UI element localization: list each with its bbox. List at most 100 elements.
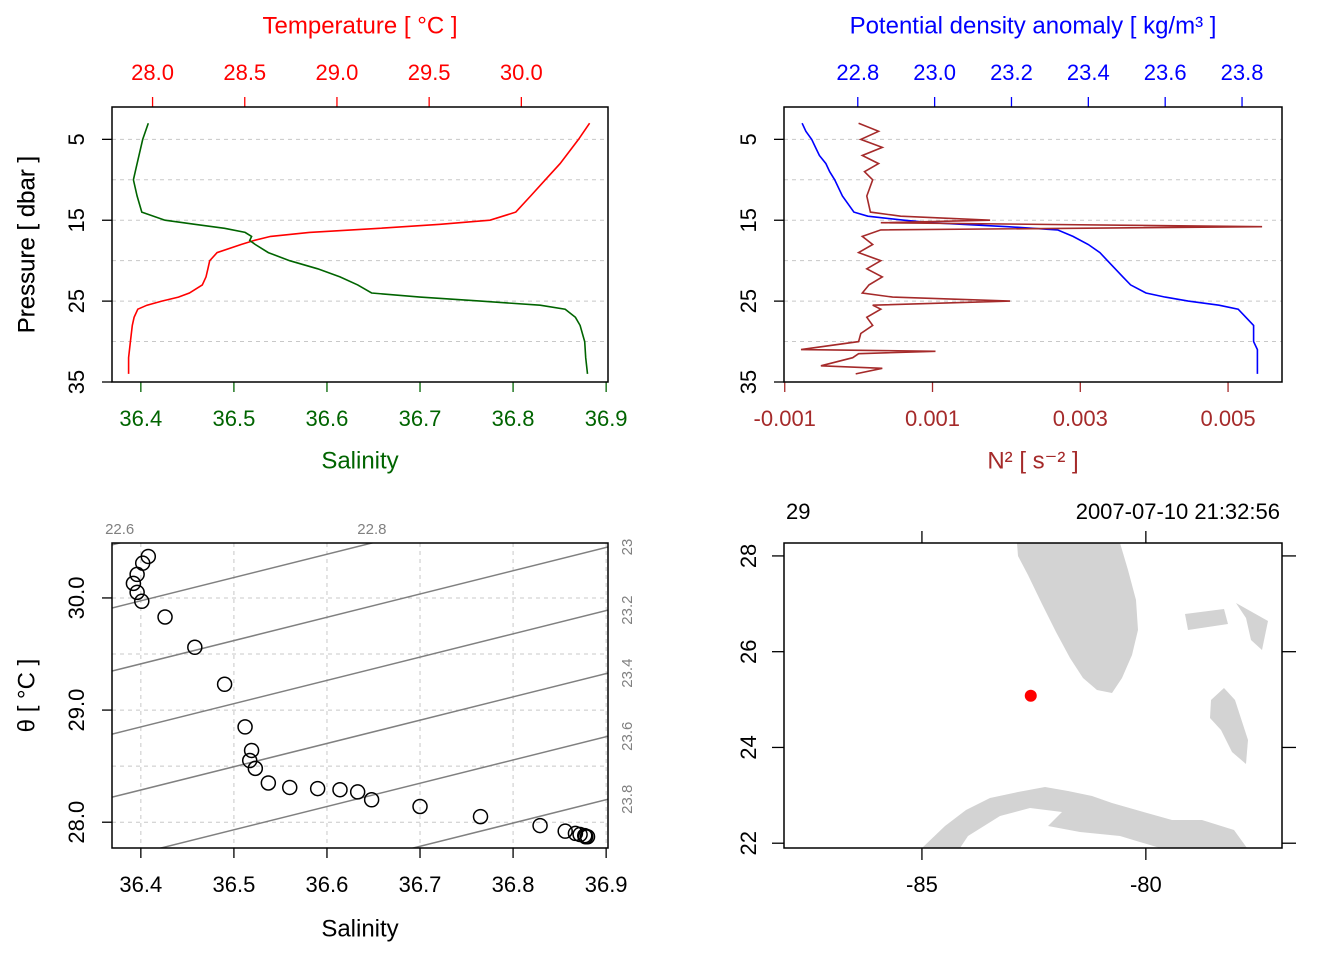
isopycnal xyxy=(410,798,608,848)
x-tick-label: 30.0 xyxy=(500,60,543,85)
ts-point xyxy=(363,792,380,808)
isopycnal-label: 23 xyxy=(619,539,636,556)
ts-point xyxy=(125,575,142,592)
x-tick-label: 29.0 xyxy=(316,60,359,85)
isopycnal xyxy=(112,672,608,798)
y-tick-label: 26 xyxy=(736,639,761,663)
y-tick-label: 15 xyxy=(64,208,89,232)
y-tick-label: 30.0 xyxy=(64,577,89,620)
plot-frame xyxy=(111,542,609,849)
land-bahamas xyxy=(1185,609,1228,630)
y-tick-label: 5 xyxy=(64,133,89,145)
profile-line xyxy=(800,122,1263,375)
land-andros xyxy=(1210,688,1248,764)
ts-point xyxy=(157,609,173,625)
x-tick-label: 0.005 xyxy=(1201,406,1256,431)
isopycnal-label: 23.4 xyxy=(619,659,636,688)
x-tick-label: 23.2 xyxy=(990,60,1033,85)
x-axis-label: N² [ s⁻² ] xyxy=(987,447,1078,474)
ts-point xyxy=(247,760,264,777)
profile-line xyxy=(127,122,591,374)
y-tick-label: 24 xyxy=(736,735,761,759)
x-tick-label: 36.7 xyxy=(399,872,442,897)
x-tick-label: -80 xyxy=(1130,872,1162,897)
ts-point xyxy=(260,775,277,791)
isopycnal-label: 23.8 xyxy=(619,785,636,814)
ts-point xyxy=(532,817,548,834)
x-tick-label: 23.4 xyxy=(1067,60,1110,85)
y-tick-label: 35 xyxy=(736,370,761,394)
ts-point xyxy=(243,742,260,759)
x-tick-label: 36.8 xyxy=(492,872,535,897)
x-tick-label: 0.003 xyxy=(1053,406,1108,431)
y-tick-label: 15 xyxy=(736,208,761,232)
x-tick-label: 22.8 xyxy=(836,60,879,85)
ts-point xyxy=(216,676,233,693)
y-tick-label: 29.0 xyxy=(64,689,89,732)
plot-frame xyxy=(783,106,1283,383)
y-axis-label: Pressure [ dbar ] xyxy=(13,156,40,333)
y-tick-label: 28 xyxy=(736,544,761,568)
x-tick-label: 36.9 xyxy=(585,406,628,431)
plot-frame xyxy=(783,542,1283,849)
station-time: 2007-07-10 21:32:56 xyxy=(1076,499,1280,524)
ts-point xyxy=(332,781,348,798)
ts-point xyxy=(129,584,145,601)
ts-point xyxy=(187,639,203,656)
x-tick-label: 36.6 xyxy=(306,872,349,897)
x-tick-label: 36.9 xyxy=(585,872,628,897)
x-tick-label: 36.5 xyxy=(212,872,255,897)
profile-line xyxy=(132,122,589,374)
x-axis-label: Potential density anomaly [ kg/m³ ] xyxy=(850,12,1217,39)
y-tick-label: 25 xyxy=(736,289,761,313)
isopycnal-label: 22.6 xyxy=(105,521,134,538)
x-tick-label: 29.5 xyxy=(408,60,451,85)
ts-point xyxy=(557,823,573,839)
plot-frame xyxy=(111,106,609,383)
y-axis-label: θ [ °C ] xyxy=(13,659,40,733)
isopycnal-label: 23.2 xyxy=(619,595,636,624)
x-tick-label: 23.8 xyxy=(1221,60,1264,85)
x-tick-label: 36.8 xyxy=(492,406,535,431)
ts-point xyxy=(129,566,145,583)
ts-point xyxy=(134,593,150,610)
ts-point xyxy=(472,808,489,825)
y-tick-label: 28.0 xyxy=(64,801,89,844)
x-tick-label: 36.5 xyxy=(212,406,255,431)
station-label: 29 xyxy=(786,499,810,524)
x-tick-label: 23.0 xyxy=(913,60,956,85)
ts-point xyxy=(412,798,428,815)
ts-point xyxy=(349,784,366,800)
ts-point xyxy=(309,780,326,797)
isopycnal-label: 22.8 xyxy=(357,521,386,538)
x-tick-label: 36.4 xyxy=(119,406,162,431)
land xyxy=(922,543,1268,848)
x-tick-label: 36.4 xyxy=(119,872,162,897)
x-tick-label: 28.0 xyxy=(131,60,174,85)
x-axis-label: Temperature [ °C ] xyxy=(263,12,458,39)
x-tick-label: 0.001 xyxy=(905,406,960,431)
x-tick-label: 28.5 xyxy=(223,60,266,85)
isopycnal-label: 23.6 xyxy=(619,722,636,751)
ts-point xyxy=(579,829,596,845)
profile-line xyxy=(801,122,1259,374)
y-tick-label: 5 xyxy=(736,133,761,145)
y-axis-label: Pressure [ dbar ] xyxy=(13,156,40,333)
isopycnal xyxy=(112,543,375,609)
x-tick-label: 36.7 xyxy=(399,406,442,431)
ts-point xyxy=(237,719,253,735)
isopycnal xyxy=(112,546,608,672)
y-tick-label: 25 xyxy=(64,289,89,313)
x-tick-label: -85 xyxy=(906,872,938,897)
land-bahamas xyxy=(1236,603,1268,650)
x-tick-label: 36.6 xyxy=(306,406,349,431)
station-point xyxy=(1024,689,1037,702)
y-tick-label: 22 xyxy=(736,831,761,855)
x-tick-label: 23.6 xyxy=(1144,60,1187,85)
land-florida xyxy=(1017,543,1138,693)
isopycnal xyxy=(112,609,608,735)
x-axis-label: Salinity xyxy=(321,447,398,474)
y-tick-label: 35 xyxy=(64,370,89,394)
ts-point xyxy=(281,779,298,796)
